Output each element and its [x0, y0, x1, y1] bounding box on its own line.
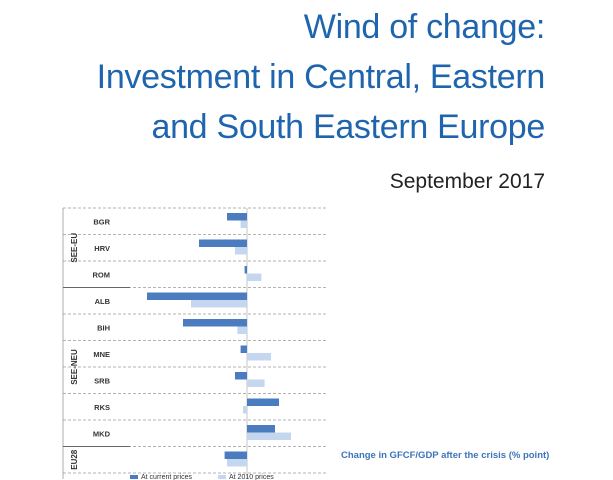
- group-label: SEE-NEU: [70, 349, 79, 385]
- bar-current-prices: [224, 451, 247, 459]
- group-label: EU28: [70, 449, 79, 470]
- bar-current-prices: [227, 213, 247, 221]
- report-date: September 2017: [389, 170, 545, 193]
- bar-constant-prices: [247, 353, 271, 361]
- category-label: SRB: [94, 376, 110, 385]
- legend-label: At current prices: [141, 474, 192, 480]
- bar-constant-prices: [237, 326, 247, 334]
- legend-swatch: [130, 475, 138, 479]
- bar-current-prices: [183, 319, 247, 327]
- bar-constant-prices: [243, 406, 247, 414]
- category-label: MNE: [93, 350, 110, 359]
- category-label: BGR: [93, 217, 110, 226]
- bar-constant-prices: [247, 432, 291, 440]
- bar-current-prices: [247, 425, 275, 433]
- legend-swatch: [218, 475, 226, 479]
- title-line-2: Investment in Central, Eastern: [96, 58, 546, 96]
- category-label: HRV: [94, 244, 110, 253]
- category-label: MKD: [93, 429, 111, 438]
- title-line-1: Wind of change:: [303, 8, 546, 46]
- category-label: ALB: [95, 297, 111, 306]
- chart-axis-caption: Change in GFCF/GDP after the crisis (% p…: [341, 450, 550, 461]
- group-label: SEE-EU: [70, 233, 79, 263]
- bar-constant-prices: [247, 379, 265, 387]
- bar-current-prices: [247, 398, 279, 406]
- legend-label: At 2010 prices: [229, 474, 274, 480]
- bar-current-prices: [147, 292, 247, 300]
- bar-constant-prices: [247, 273, 262, 281]
- title-line-3: and South Eastern Europe: [151, 108, 545, 146]
- category-label: ROM: [93, 270, 111, 279]
- category-label: BIH: [97, 323, 110, 332]
- bar-current-prices: [240, 345, 247, 353]
- category-label: RKS: [94, 403, 110, 412]
- bar-current-prices: [244, 266, 247, 274]
- bar-constant-prices: [240, 220, 247, 228]
- bar-current-prices: [199, 239, 247, 247]
- report-title: Wind of change: Investment in Central, E…: [96, 2, 546, 152]
- bar-current-prices: [235, 372, 247, 380]
- bar-constant-prices: [227, 459, 247, 467]
- bar-constant-prices: [235, 247, 247, 255]
- bar-constant-prices: [191, 300, 247, 308]
